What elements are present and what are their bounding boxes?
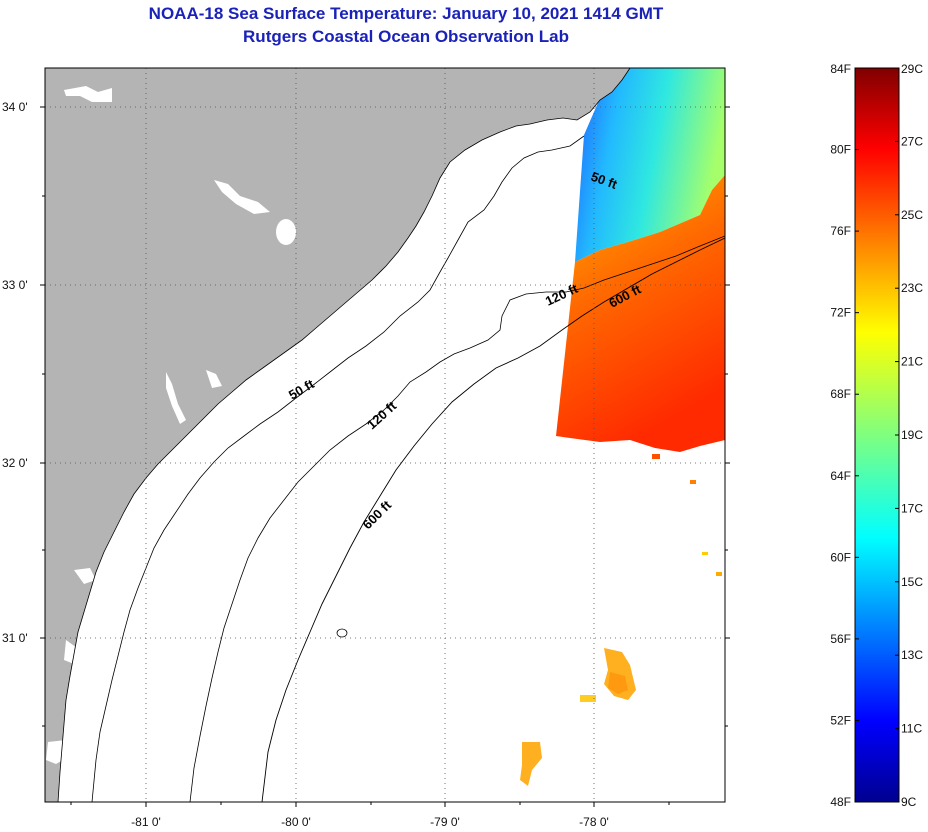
colorbar-f-label: 72F xyxy=(830,306,851,320)
colorbar-c-label: 27C xyxy=(901,134,923,148)
colorbar-ticks xyxy=(855,67,899,803)
colorbar-c-label: 17C xyxy=(901,501,923,515)
colorbar-c-label: 15C xyxy=(901,575,923,589)
lon-label-80: -80 0' xyxy=(281,815,311,829)
coastline xyxy=(57,68,631,802)
map-frame xyxy=(44,67,726,803)
colorbar-f-label: 76F xyxy=(830,224,851,238)
lat-label-32: 32 0' xyxy=(2,456,28,470)
sst-swath-cool xyxy=(575,68,725,262)
sst-patches xyxy=(520,454,722,786)
colorbar-c-label: 21C xyxy=(901,355,923,369)
lat-label-31: 31 0' xyxy=(2,631,28,645)
colorbar-f-label: 68F xyxy=(830,387,851,401)
frame-ticks xyxy=(40,106,730,807)
colorbar-f-label: 80F xyxy=(830,143,851,157)
inland-water xyxy=(46,86,296,764)
colorbar xyxy=(854,67,900,803)
lat-label-33: 33 0' xyxy=(2,278,28,292)
lat-label-34: 34 0' xyxy=(2,100,28,114)
colorbar-c-label: 19C xyxy=(901,428,923,442)
colorbar-f-label: 52F xyxy=(830,713,851,727)
colorbar-celsius-labels: 29C 27C 25C 23C 21C 19C 17C 15C 13C 11C 9C xyxy=(901,62,923,809)
graticule xyxy=(45,68,725,802)
colorbar-f-label: 60F xyxy=(830,550,851,564)
colorbar-c-label: 11C xyxy=(901,722,922,736)
colorbar-f-label: 84F xyxy=(830,62,851,76)
colorbar-f-label: 56F xyxy=(830,632,851,646)
lon-label-78: -78 0' xyxy=(579,815,609,829)
colorbar-f-label: 48F xyxy=(830,795,851,809)
contour-600ft xyxy=(261,237,725,802)
colorbar-c-label: 9C xyxy=(901,795,917,809)
colorbar-c-label: 25C xyxy=(901,208,923,222)
lon-label-79: -79 0' xyxy=(430,815,460,829)
land-mass xyxy=(45,68,630,802)
map-title: NOAA-18 Sea Surface Temperature: January… xyxy=(148,4,664,23)
colorbar-c-label: 23C xyxy=(901,281,923,295)
colorbar-f-label: 64F xyxy=(830,469,851,483)
colorbar-c-label: 29C xyxy=(901,62,923,76)
map-subtitle: Rutgers Coastal Ocean Observation Lab xyxy=(243,27,569,46)
colorbar-c-label: 13C xyxy=(901,648,923,662)
seamount-contour xyxy=(336,628,348,638)
lon-label-81: -81 0' xyxy=(131,815,161,829)
contour-120ft xyxy=(189,235,725,802)
colorbar-fahrenheit-labels: 84F 80F 76F 72F 68F 64F 60F 56F 52F 48F xyxy=(830,62,851,809)
sst-swath-warm xyxy=(556,175,725,452)
contour-50ft xyxy=(91,135,585,802)
